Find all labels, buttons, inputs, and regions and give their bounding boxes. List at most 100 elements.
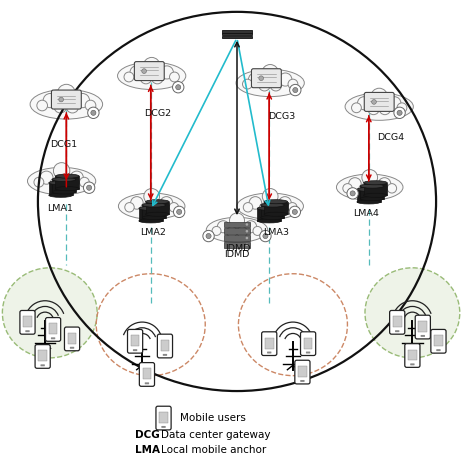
Circle shape	[263, 234, 268, 238]
Circle shape	[397, 103, 407, 113]
Circle shape	[245, 221, 256, 233]
FancyBboxPatch shape	[20, 310, 35, 334]
Circle shape	[368, 103, 379, 115]
Circle shape	[54, 163, 70, 179]
Circle shape	[203, 230, 214, 242]
Circle shape	[177, 210, 182, 214]
Ellipse shape	[345, 93, 413, 120]
FancyBboxPatch shape	[252, 69, 282, 88]
FancyBboxPatch shape	[52, 90, 82, 109]
Ellipse shape	[264, 212, 288, 216]
Circle shape	[259, 203, 270, 214]
Circle shape	[259, 80, 270, 91]
FancyBboxPatch shape	[221, 30, 252, 33]
Ellipse shape	[27, 167, 96, 195]
Ellipse shape	[365, 268, 460, 358]
Ellipse shape	[55, 174, 79, 178]
FancyBboxPatch shape	[390, 310, 405, 334]
Ellipse shape	[118, 193, 185, 219]
Circle shape	[140, 73, 152, 84]
Circle shape	[206, 234, 211, 238]
FancyBboxPatch shape	[357, 190, 381, 202]
Ellipse shape	[118, 62, 186, 90]
Circle shape	[125, 202, 134, 212]
FancyBboxPatch shape	[161, 340, 169, 351]
Circle shape	[347, 188, 358, 199]
Ellipse shape	[357, 200, 381, 204]
Circle shape	[362, 170, 378, 185]
FancyBboxPatch shape	[304, 337, 312, 349]
FancyBboxPatch shape	[264, 202, 288, 214]
Ellipse shape	[261, 216, 284, 219]
FancyBboxPatch shape	[434, 335, 443, 346]
Text: Data center gateway: Data center gateway	[161, 429, 271, 440]
FancyBboxPatch shape	[393, 316, 401, 327]
Circle shape	[173, 82, 184, 93]
Ellipse shape	[364, 181, 387, 185]
Ellipse shape	[360, 184, 384, 188]
FancyBboxPatch shape	[301, 332, 316, 356]
Ellipse shape	[146, 212, 169, 216]
FancyBboxPatch shape	[70, 347, 74, 349]
FancyBboxPatch shape	[159, 412, 168, 423]
FancyBboxPatch shape	[25, 330, 30, 332]
FancyBboxPatch shape	[408, 349, 417, 361]
Circle shape	[394, 107, 405, 118]
Circle shape	[262, 64, 278, 81]
FancyBboxPatch shape	[419, 321, 427, 332]
Circle shape	[357, 97, 371, 110]
Circle shape	[246, 230, 248, 233]
Circle shape	[144, 57, 160, 74]
Text: DCG3: DCG3	[268, 112, 295, 120]
Circle shape	[227, 227, 237, 237]
Circle shape	[388, 97, 401, 110]
Ellipse shape	[59, 97, 64, 102]
Circle shape	[160, 66, 173, 79]
Circle shape	[141, 203, 152, 214]
FancyBboxPatch shape	[40, 365, 45, 366]
Circle shape	[130, 66, 143, 79]
Circle shape	[75, 93, 90, 108]
FancyBboxPatch shape	[262, 332, 277, 356]
Text: LMA2: LMA2	[140, 228, 166, 237]
FancyBboxPatch shape	[306, 352, 310, 354]
FancyBboxPatch shape	[224, 222, 250, 228]
Circle shape	[246, 223, 248, 226]
FancyBboxPatch shape	[257, 209, 281, 221]
Ellipse shape	[337, 174, 403, 201]
Circle shape	[54, 100, 66, 113]
Circle shape	[249, 197, 262, 209]
FancyBboxPatch shape	[360, 186, 384, 199]
FancyBboxPatch shape	[221, 36, 252, 38]
Circle shape	[237, 227, 247, 237]
Ellipse shape	[261, 203, 284, 207]
Text: LMA1: LMA1	[47, 204, 73, 213]
Circle shape	[270, 80, 282, 91]
FancyBboxPatch shape	[51, 337, 55, 339]
FancyBboxPatch shape	[145, 383, 149, 384]
FancyBboxPatch shape	[224, 235, 250, 241]
Circle shape	[248, 73, 262, 86]
Text: LMA3: LMA3	[263, 228, 289, 237]
Circle shape	[260, 230, 271, 242]
Text: IDMD: IDMD	[224, 250, 250, 259]
Circle shape	[246, 237, 248, 239]
FancyBboxPatch shape	[405, 344, 420, 367]
FancyBboxPatch shape	[298, 366, 307, 377]
Text: LMA: LMA	[135, 445, 160, 456]
FancyBboxPatch shape	[128, 329, 143, 353]
Circle shape	[34, 177, 44, 187]
Circle shape	[40, 171, 53, 184]
Circle shape	[124, 72, 134, 82]
FancyBboxPatch shape	[295, 360, 310, 384]
Circle shape	[279, 73, 292, 86]
FancyBboxPatch shape	[161, 426, 166, 428]
FancyBboxPatch shape	[49, 323, 57, 335]
FancyBboxPatch shape	[35, 345, 50, 368]
FancyBboxPatch shape	[156, 406, 171, 430]
FancyBboxPatch shape	[139, 209, 163, 221]
Ellipse shape	[142, 203, 166, 207]
FancyBboxPatch shape	[364, 183, 387, 195]
Circle shape	[378, 178, 391, 190]
Ellipse shape	[237, 193, 303, 219]
